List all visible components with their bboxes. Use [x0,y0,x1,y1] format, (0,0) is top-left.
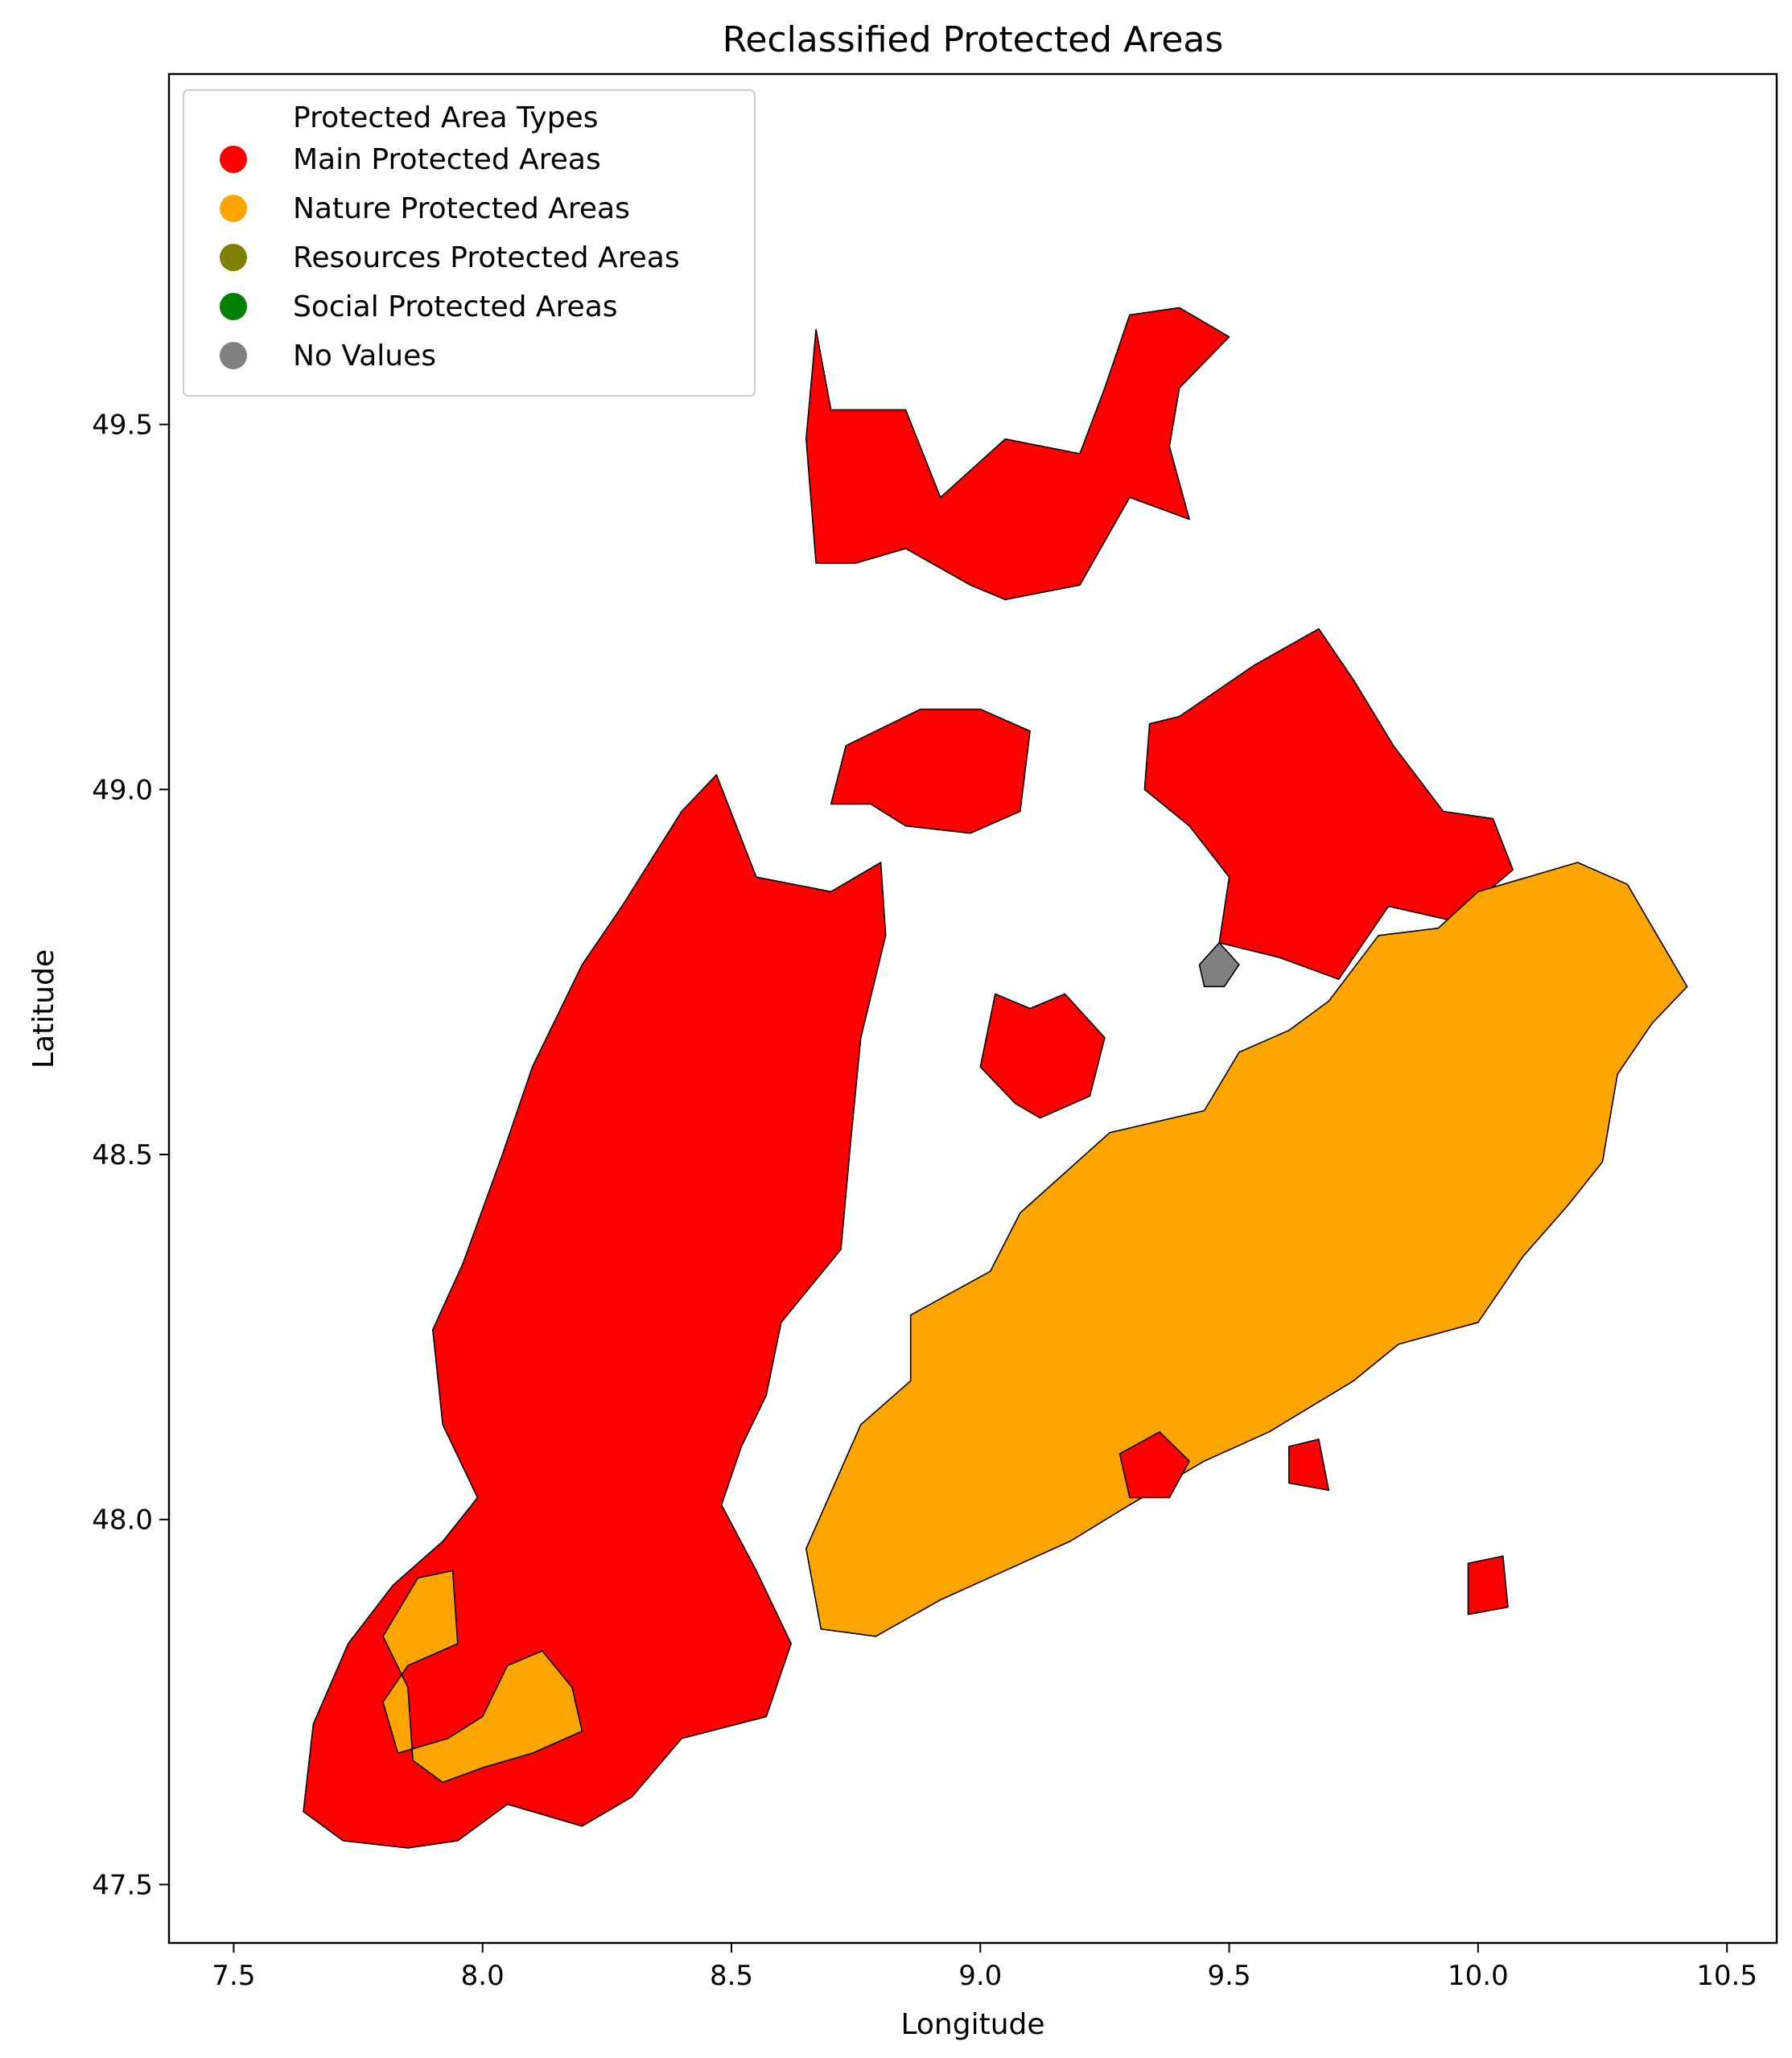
region-black-forest-main [303,774,887,1849]
legend: Protected Area Types Main Protected Area… [183,89,756,397]
y-tick-label: 48.5 [92,1139,153,1171]
region-north-main [805,307,1230,601]
legend-title: Protected Area Types [293,101,598,134]
region-sw-main-island-1 [1118,1431,1190,1499]
map-regions-layer [303,307,1688,1849]
legend-label-social: Social Protected Areas [293,290,618,323]
legend-marker-none [220,342,247,369]
axis-ticks-layer: 7.5 8.0 8.5 9.0 9.5 10.0 10.5 47.5 48.0 48.5 49.0 4… [92,410,1757,1992]
legend-label-main: Main Protected Areas [293,143,601,176]
region-se-main-island-1 [1467,1555,1509,1616]
x-tick-label: 10.0 [1448,1960,1509,1992]
x-tick-label: 7.5 [212,1960,255,1992]
region-se-main-island-2 [1288,1439,1330,1492]
y-tick-label: 49.0 [92,774,153,806]
x-tick-label: 9.0 [958,1960,1002,1992]
legend-label-nature: Nature Protected Areas [293,192,630,225]
legend-label-none: No Values [293,340,436,372]
legend-box [183,89,756,397]
y-axis-label: Latitude [27,949,60,1068]
legend-marker-main [220,146,247,173]
region-heilbronn-main [830,708,1031,834]
region-southwest-nature [382,1570,583,1784]
legend-label-resources: Resources Protected Areas [293,241,680,274]
chart-title: Reclassified Protected Areas [723,19,1224,60]
region-east-main [1143,628,1514,980]
y-tick-label: 47.5 [92,1869,153,1901]
region-holes-no-value-1 [1198,942,1240,988]
region-east-central-main [979,993,1106,1119]
axes-frame [167,72,1778,1945]
y-tick-label: 49.5 [92,410,153,442]
legend-marker-social [220,293,247,320]
x-tick-label: 8.5 [710,1960,753,1992]
x-tick-label: 8.0 [461,1960,505,1992]
x-axis-label: Longitude [900,2008,1044,2041]
legend-marker-nature [220,195,247,222]
x-tick-label: 9.5 [1208,1960,1251,1992]
x-tick-label: 10.5 [1696,1960,1757,1992]
y-tick-label: 48.0 [92,1504,153,1537]
legend-marker-resources [220,244,247,271]
legend-items: Main Protected Areas Nature Protected Are… [220,143,680,372]
region-alb-nature [805,862,1688,1637]
